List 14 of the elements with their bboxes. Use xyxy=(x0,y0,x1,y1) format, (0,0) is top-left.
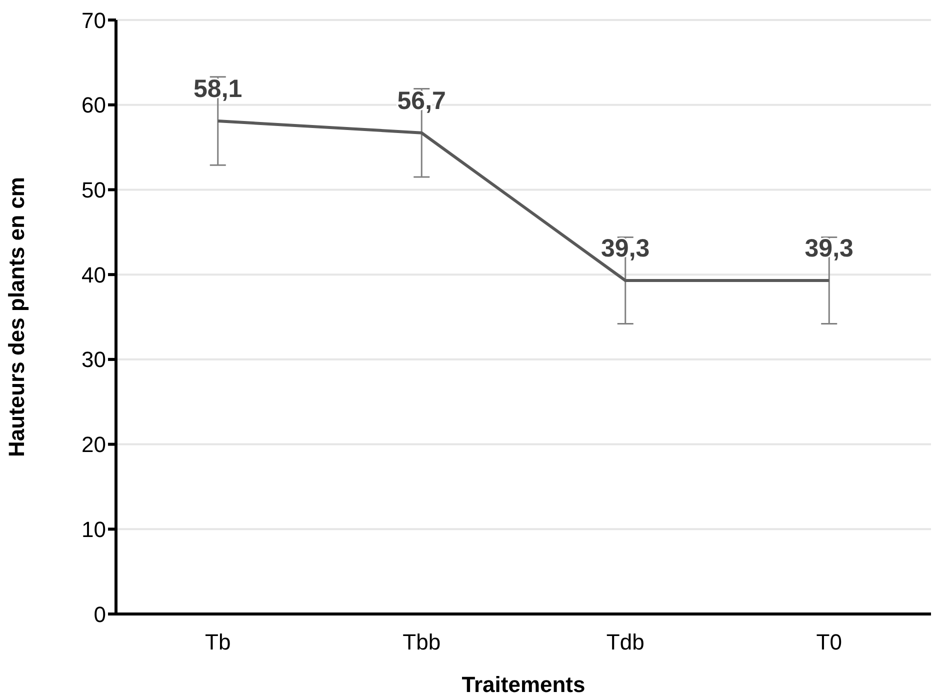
x-tick-label: Tbb xyxy=(402,630,441,655)
y-tick-label: 30 xyxy=(82,347,106,372)
y-tick-label: 10 xyxy=(82,516,106,542)
y-tick-label: 50 xyxy=(82,178,106,203)
y-axis-title: Hauteurs des plants en cm xyxy=(4,177,29,457)
x-tick-label: Tb xyxy=(205,630,231,655)
y-tick-label: 70 xyxy=(82,8,106,33)
x-tick-label: Tdb xyxy=(606,630,644,655)
x-axis-title: Traitements xyxy=(462,672,586,697)
y-tick-label: 40 xyxy=(82,262,106,288)
y-tick-label: 20 xyxy=(82,432,106,458)
y-tick-label: 60 xyxy=(82,92,106,118)
x-tick-label: T0 xyxy=(816,630,842,655)
y-tick-label: 0 xyxy=(94,602,106,627)
